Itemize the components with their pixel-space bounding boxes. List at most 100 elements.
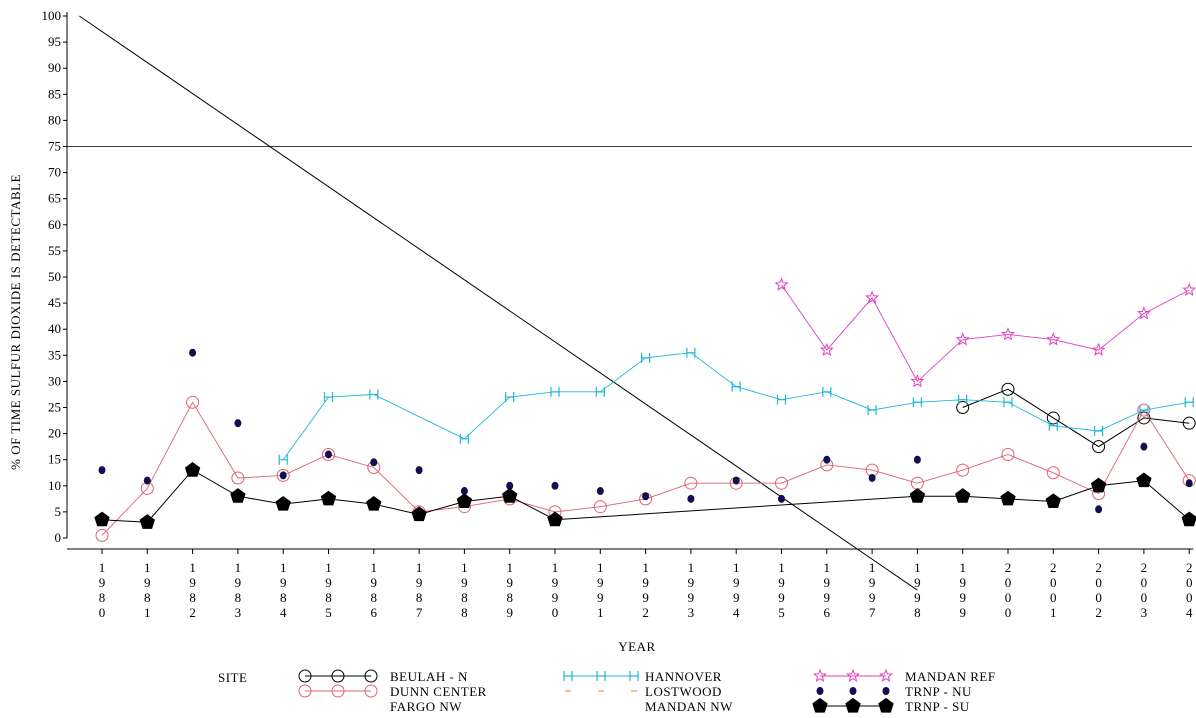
legend-label: TRNP - NU [905, 684, 972, 699]
data-point-trnp-nu [506, 481, 514, 490]
data-point-hannover [958, 394, 968, 405]
data-point-hannover [1048, 420, 1058, 431]
data-point-hannover [1184, 397, 1194, 408]
data-point-hannover [505, 392, 515, 403]
y-tick-label: 40 [48, 321, 61, 336]
data-point-trnp-su [1000, 490, 1016, 506]
data-point-trnp-su [502, 488, 518, 503]
legend-marker [812, 697, 828, 713]
data-point-trnp-su [955, 488, 971, 503]
data-point-trnp-nu [143, 476, 151, 485]
series-hannover [278, 347, 1194, 465]
data-point-hannover [867, 405, 877, 416]
data-point-mandan-ref [865, 290, 880, 304]
data-point-dunn-center [1137, 403, 1151, 417]
data-point-trnp-su [366, 495, 382, 511]
data-point-hannover [1139, 405, 1149, 416]
data-point-trnp-nu [551, 481, 559, 490]
y-tick-label: 95 [48, 34, 61, 49]
data-point-trnp-su [909, 488, 926, 503]
legend-item-beulah-n: BEULAH - N [298, 669, 468, 684]
data-point-dunn-center [322, 447, 335, 461]
data-point-trnp-su [456, 493, 473, 508]
legend-marker [882, 687, 890, 695]
y-tick-label: 25 [48, 400, 61, 415]
data-point-dunn-center [593, 500, 607, 514]
data-point-beulah-n [956, 401, 970, 414]
y-tick-label: 20 [48, 426, 61, 441]
legend-marker [878, 697, 894, 713]
series-mandan-ref [774, 277, 1196, 388]
y-tick-label: 45 [48, 295, 61, 310]
legend-label: HANNOVER [645, 669, 722, 684]
data-point-dunn-center [1046, 466, 1060, 480]
legend-marker [298, 669, 312, 683]
legend-marker [846, 668, 860, 683]
data-point-mandan-ref [1182, 282, 1196, 296]
legend-title: SITE [218, 670, 247, 685]
data-point-beulah-n [1182, 416, 1196, 430]
data-point-dunn-center [1001, 447, 1015, 461]
x-axis-title: YEAR [618, 639, 655, 654]
y-tick-label: 30 [48, 373, 61, 388]
data-point-hannover [1094, 425, 1104, 436]
data-point-hannover [550, 386, 560, 397]
legend-marker [845, 697, 861, 713]
y-tick-label: 50 [48, 269, 61, 284]
data-point-trnp-nu [279, 471, 287, 480]
data-point-trnp-nu [1140, 442, 1148, 451]
data-point-trnp-nu [415, 466, 423, 475]
data-point-hannover [822, 386, 832, 397]
diagonal-reference-line [79, 15, 918, 591]
data-point-beulah-n [1001, 382, 1015, 396]
legend-item-dunn-center: DUNN CENTER [298, 684, 486, 699]
data-point-trnp-nu [642, 492, 650, 501]
y-tick-label: 15 [48, 452, 61, 467]
legend-item-mandan-nw: MANDAN NW [645, 699, 733, 714]
series-beulah-n [956, 382, 1196, 454]
series-layer [94, 277, 1196, 542]
data-point-dunn-center [95, 528, 109, 542]
legend-marker [879, 668, 893, 683]
data-point-hannover [595, 386, 605, 397]
data-point-trnp-su [320, 490, 337, 506]
legend-marker [298, 684, 312, 698]
data-point-hannover [686, 347, 696, 358]
legend-marker [331, 669, 345, 683]
series-trnp-nu [98, 348, 1193, 514]
data-point-trnp-nu [98, 466, 106, 475]
data-point-dunn-center [956, 463, 970, 477]
data-point-mandan-ref [1136, 306, 1151, 320]
data-point-trnp-nu [460, 487, 468, 496]
data-point-hannover [459, 433, 469, 444]
y-tick-label: 35 [48, 347, 61, 362]
series-line-dunn-center [101, 401, 1190, 536]
data-point-hannover [278, 454, 288, 465]
legend-label: MANDAN REF [905, 669, 996, 684]
legend-label: MANDAN NW [645, 699, 733, 714]
data-point-trnp-nu [596, 487, 604, 496]
legend-label: BEULAH - N [390, 669, 468, 684]
data-point-mandan-ref [1046, 332, 1061, 346]
legend-marker [364, 684, 378, 698]
data-point-trnp-nu [778, 494, 785, 503]
data-point-dunn-center [775, 476, 788, 490]
legend-item-trnp-su: TRNP - SU [812, 697, 969, 714]
legend-marker [563, 671, 573, 681]
legend-item-fargo-nw: FARGO NW [390, 699, 462, 714]
data-point-trnp-nu [913, 455, 921, 464]
data-point-trnp-nu [1185, 479, 1193, 488]
legend-item-trnp-nu: TRNP - NU [816, 684, 972, 699]
